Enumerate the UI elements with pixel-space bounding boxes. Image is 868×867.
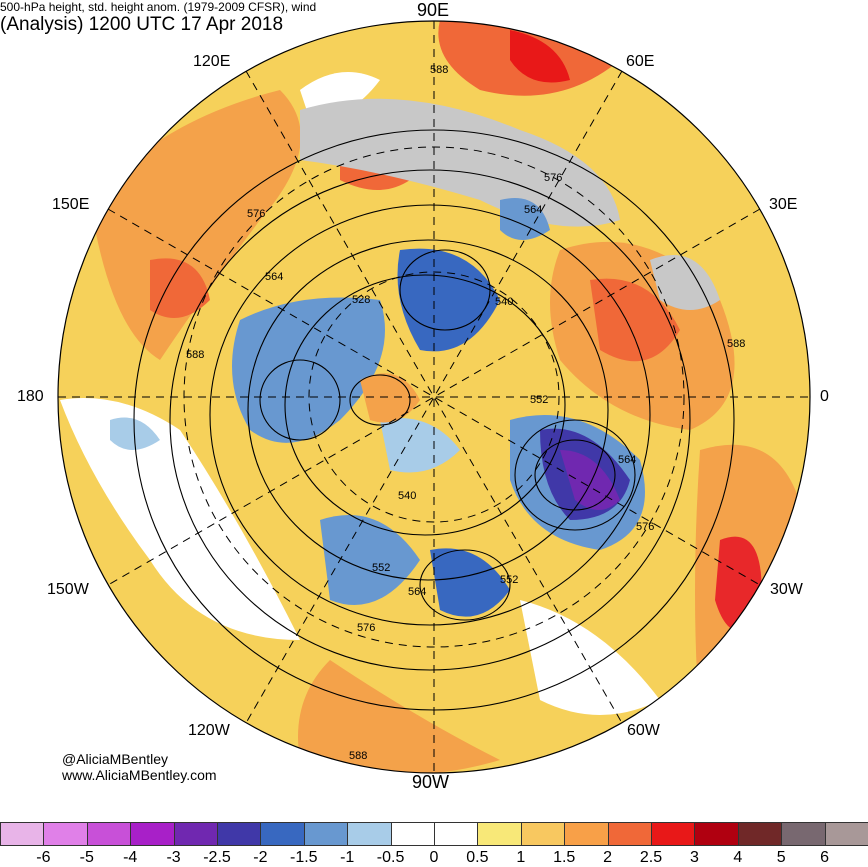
colorbar-swatch (434, 822, 479, 846)
contour-label: 552 (530, 394, 548, 406)
colorbar-swatch (390, 822, 435, 846)
map-title-left: 500-hPa height, std. height anom. (1979-… (0, 0, 317, 14)
colorbar-swatch (173, 822, 218, 846)
contour-label: 576 (357, 622, 375, 634)
lon-label-90e: 90E (417, 0, 450, 20)
colorbar-swatch (303, 822, 349, 846)
lon-label-0: 0 (820, 388, 829, 405)
colorbar-swatch (607, 822, 652, 846)
colorbar-label: -3 (166, 849, 181, 866)
contour-label: 588 (727, 338, 745, 350)
colorbar-swatch (737, 822, 783, 846)
lon-label-150w: 150W (47, 581, 89, 598)
colorbar-swatch (86, 822, 132, 846)
contour-label: 588 (186, 349, 204, 361)
colorbar-label: -4 (123, 849, 138, 866)
colorbar-label: 3 (689, 849, 699, 866)
colorbar-label: 2.5 (639, 849, 663, 866)
lon-label-150e: 150E (52, 196, 90, 213)
map-title-right: (Analysis) 1200 UTC 17 Apr 2018 (0, 14, 284, 35)
colorbar-label: 1.5 (553, 849, 576, 866)
colorbar-swatch (347, 822, 392, 846)
colorbar-swatch (130, 822, 175, 846)
colorbar-label: -6 (36, 849, 51, 866)
graticule (58, 21, 810, 773)
colorbar-swatch (651, 822, 696, 846)
colorbar-swatch (781, 822, 826, 846)
colorbar-label: -0.5 (376, 849, 405, 866)
colorbar-label: -2.5 (203, 849, 231, 866)
anomaly-field (58, 21, 810, 773)
colorbar-swatch (694, 822, 739, 846)
colorbar-swatch (824, 822, 868, 846)
colorbar-label: -1 (340, 849, 355, 866)
contour-label: 564 (265, 271, 283, 283)
colorbar-swatch (260, 822, 305, 846)
contour-label: 552 (372, 562, 390, 574)
contour-label: 552 (500, 574, 518, 586)
colorbar-label: 4 (733, 849, 743, 866)
lon-label-180: 180 (17, 388, 44, 405)
colorbar-label: 0 (429, 849, 439, 866)
contour-label: 588 (349, 750, 367, 762)
lon-label-120w: 120W (188, 722, 230, 739)
colorbar-label: 6 (820, 849, 830, 866)
contour-label: 576 (636, 521, 654, 533)
lon-label-60w: 60W (627, 722, 660, 739)
colorbar-label: 2 (603, 849, 613, 866)
contour-label: 528 (352, 294, 370, 306)
colorbar-swatch (564, 822, 609, 846)
credit-website: www.AliciaMBentley.com (62, 767, 217, 783)
lon-label-120e: 120E (193, 53, 231, 70)
contour-label: 576 (544, 172, 562, 184)
credit-handle: @AliciaMBentley (62, 751, 169, 767)
colorbar-label: 5 (776, 849, 786, 866)
contour-label: 564 (408, 586, 426, 598)
colorbar-label: -1.5 (290, 849, 318, 866)
lon-label-30e: 30E (769, 196, 798, 213)
colorbar-label: 1 (516, 849, 526, 866)
colorbar-swatch (477, 822, 522, 846)
colorbar-label: -5 (79, 849, 94, 866)
contour-label: 564 (618, 454, 636, 466)
colorbar: -6 -5 -4 -3 -2.5 -2 -1.5 -1 -0.5 0 0.5 1 1.5 2 2.5 3 4 5 6 (0, 820, 868, 866)
contour-label: 540 (398, 490, 416, 502)
contour-label: 540 (495, 296, 513, 308)
colorbar-label: 0.5 (466, 849, 489, 866)
contour-label: 564 (524, 204, 542, 216)
lon-label-60e: 60E (626, 53, 655, 70)
colorbar-swatch (217, 822, 262, 846)
contour-label: 588 (430, 64, 448, 76)
colorbar-swatch (43, 822, 88, 846)
colorbar-label: -2 (253, 849, 268, 866)
contour-label: 576 (247, 208, 265, 220)
lon-label-90w: 90W (412, 772, 450, 792)
colorbar-swatch (520, 822, 566, 846)
colorbar-swatch (0, 822, 45, 846)
polar-map: 588 576 564 528 540 588 552 564 540 576 … (57, 20, 811, 774)
lon-label-30w: 30W (770, 581, 803, 598)
